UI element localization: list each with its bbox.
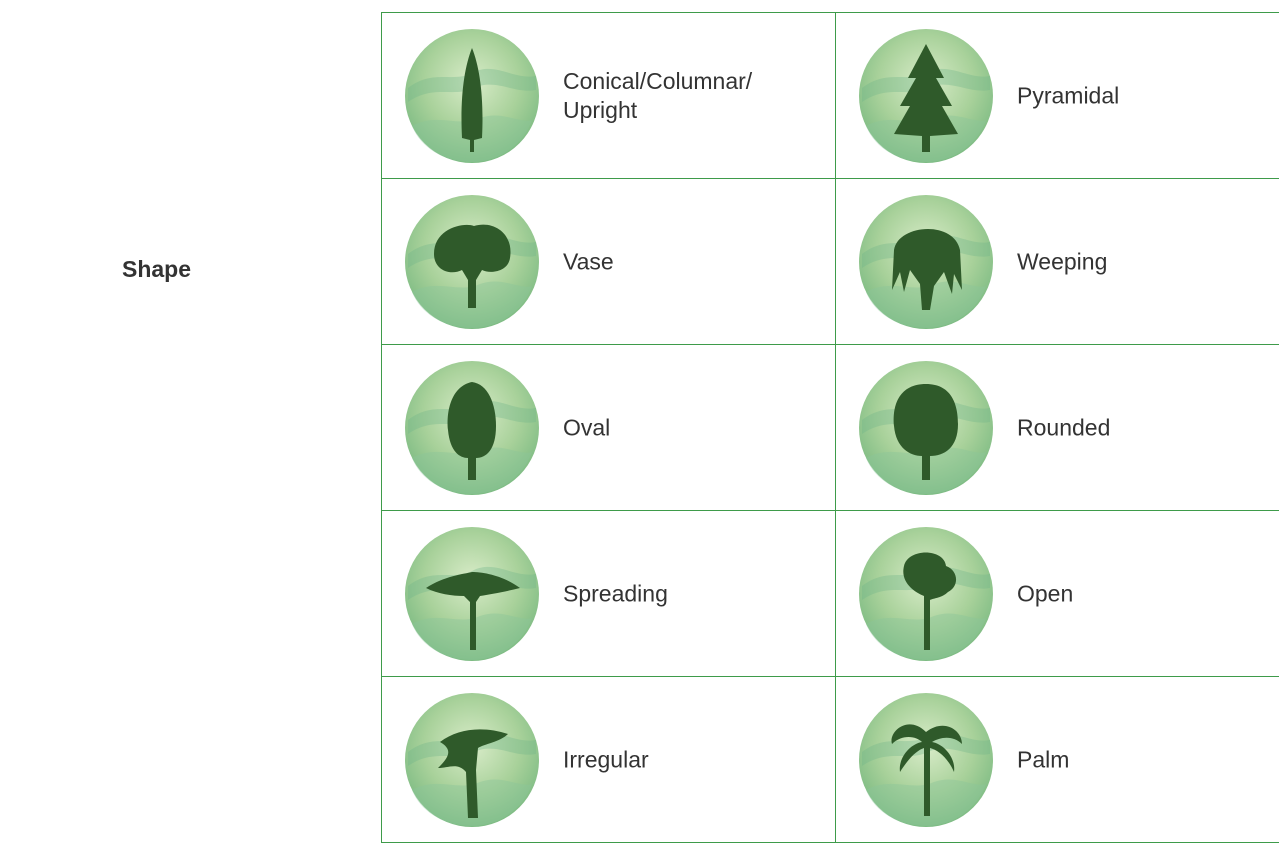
shape-cell: Palm: [836, 677, 1279, 843]
tree-icon: [405, 527, 539, 661]
tree-icon: [405, 693, 539, 827]
tree-icon: [859, 361, 993, 495]
tree-icon: [859, 195, 993, 329]
shape-cell: Rounded: [836, 345, 1279, 511]
shape-name: Irregular: [563, 746, 649, 772]
shape-name: Oval: [563, 414, 611, 440]
shape-cell: Irregular: [382, 677, 836, 843]
shape-cell: Conical/Columnar/ Upright: [382, 13, 836, 179]
shape-cell: Spreading: [382, 511, 836, 677]
tree-icon: [859, 693, 993, 827]
tree-icon: [859, 29, 993, 163]
shape-cell: Pyramidal: [836, 13, 1279, 179]
shape-name: Weeping: [1017, 248, 1108, 274]
shape-cell: Weeping: [836, 179, 1279, 345]
tree-icon: [859, 527, 993, 661]
shape-cell: Open: [836, 511, 1279, 677]
shape-cell: Oval: [382, 345, 836, 511]
shape-name: Rounded: [1017, 414, 1111, 440]
shape-name: Palm: [1017, 746, 1070, 772]
shape-name: Conical/Columnar/ Upright: [563, 67, 753, 123]
shape-name: Vase: [563, 248, 614, 274]
tree-icon: [405, 29, 539, 163]
shape-name: Spreading: [563, 580, 668, 606]
row-label: Shape: [122, 256, 192, 282]
shape-cell: Vase: [382, 179, 836, 345]
tree-icon: [405, 361, 539, 495]
shape-name: Open: [1017, 580, 1074, 606]
shape-name: Pyramidal: [1017, 82, 1120, 108]
tree-icon: [405, 195, 539, 329]
shape-table: Conical/Columnar/ Upright Pyramidal Vase We…: [381, 12, 1279, 843]
